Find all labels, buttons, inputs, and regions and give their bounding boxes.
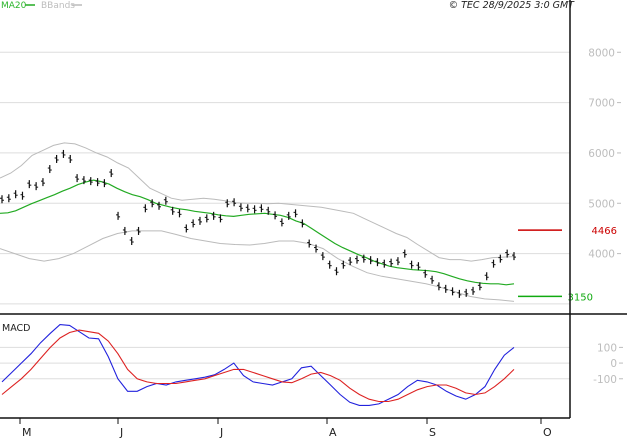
macd-y-tick-label: 100 bbox=[597, 342, 617, 354]
bollinger-bands bbox=[0, 142, 515, 302]
price-y-tick-label: 6000 bbox=[588, 148, 615, 160]
macd-y-tick-label: -100 bbox=[593, 374, 617, 386]
price-bars bbox=[0, 149, 516, 298]
x-tick-label: S bbox=[429, 426, 436, 439]
price-levels: 4466 3150 bbox=[518, 226, 617, 303]
price-y-tick-label: 4000 bbox=[588, 249, 615, 261]
x-tick-label: A bbox=[329, 426, 337, 439]
x-tick-label: M bbox=[22, 426, 32, 439]
macd-panel-grid bbox=[0, 346, 570, 380]
macd-y-tick-label: 0 bbox=[610, 358, 617, 370]
support-label: 3150 bbox=[568, 292, 593, 303]
copyright-text: © TEC 28/9/2025 3:0 GMT bbox=[449, 0, 576, 11]
signal-line bbox=[1, 329, 515, 403]
ma20-path bbox=[0, 179, 515, 286]
ma20-line bbox=[0, 179, 515, 286]
macd-line bbox=[1, 324, 515, 406]
macd-panel-title: MACD bbox=[2, 323, 30, 334]
resistance-label: 4466 bbox=[592, 226, 617, 237]
legend-bb-label: BBands bbox=[41, 1, 75, 11]
x-tick-label: O bbox=[543, 426, 552, 439]
y-axis-ticks: 4000 5000 6000 7000 8000 100 0 -100 bbox=[588, 47, 623, 386]
main-panel-grid bbox=[0, 51, 570, 305]
x-tick-label: J bbox=[219, 426, 223, 439]
bb-lower-line bbox=[0, 230, 515, 302]
price-y-tick-label: 7000 bbox=[588, 98, 615, 110]
bb-upper-line bbox=[0, 142, 515, 262]
price-y-tick-label: 8000 bbox=[588, 47, 615, 59]
price-y-tick-label: 5000 bbox=[588, 198, 615, 210]
chart-frame bbox=[0, 0, 627, 419]
macd-lines bbox=[1, 324, 515, 406]
x-tick-label: J bbox=[119, 426, 123, 439]
legend-ma-label: MA20 bbox=[1, 1, 27, 11]
